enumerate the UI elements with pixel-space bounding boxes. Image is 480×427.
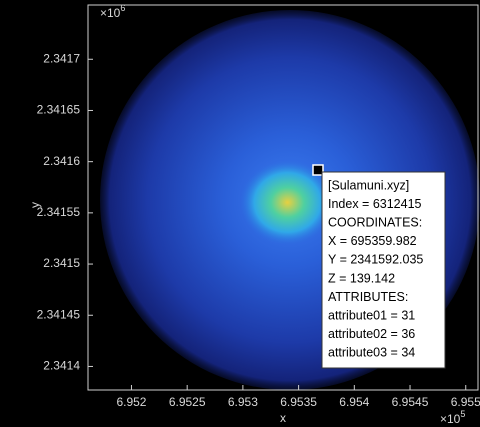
- x-axis-label: x: [280, 411, 286, 425]
- page: ×106 ×105 x y [Sulamuni.xyz]Index = 6312…: [0, 0, 480, 427]
- datatip-line: Z = 139.142: [328, 271, 395, 285]
- x-tick-label: 6.9525: [169, 395, 206, 409]
- datatip-line: ATTRIBUTES:: [328, 290, 408, 304]
- chart: ×106 ×105 x y [Sulamuni.xyz]Index = 6312…: [0, 0, 480, 427]
- datatip-line: [Sulamuni.xyz]: [328, 178, 409, 192]
- y-tick-label: 2.34155: [37, 205, 81, 219]
- x-tick-label: 6.9545: [392, 395, 429, 409]
- y-tick-label: 2.3416: [43, 154, 80, 168]
- x-tick-label: 6.955: [451, 395, 480, 409]
- datatip-line: Y = 2341592.035: [328, 253, 423, 267]
- x-exponent-base: ×10: [440, 412, 461, 426]
- datatip-line: attribute02 = 36: [328, 327, 415, 341]
- x-tick-label: 6.953: [228, 395, 258, 409]
- datatip: [Sulamuni.xyz] Index = 6312415 COORDINATES…: [322, 172, 445, 368]
- x-exponent-power: 5: [460, 409, 465, 419]
- x-tick-label: 6.954: [339, 395, 369, 409]
- x-exponent: ×105: [440, 409, 465, 426]
- datatip-line: attribute03 = 34: [328, 346, 415, 360]
- datatip-line: attribute01 = 31: [328, 308, 415, 322]
- x-tick-label: 6.952: [116, 395, 146, 409]
- y-tick-label: 2.34165: [37, 103, 81, 117]
- datatip-line: X = 695359.982: [328, 234, 417, 248]
- datatip-line: COORDINATES:: [328, 215, 422, 229]
- y-exponent-power: 6: [120, 3, 125, 13]
- datatip-line: Index = 6312415: [328, 197, 422, 211]
- y-tick-label: 2.3417: [43, 51, 80, 65]
- y-tick-label: 2.34145: [37, 307, 81, 321]
- y-exponent-base: ×10: [100, 6, 121, 20]
- x-tick-label: 6.9535: [280, 395, 317, 409]
- y-tick-label: 2.3414: [43, 359, 80, 373]
- y-tick-label: 2.3415: [43, 256, 80, 270]
